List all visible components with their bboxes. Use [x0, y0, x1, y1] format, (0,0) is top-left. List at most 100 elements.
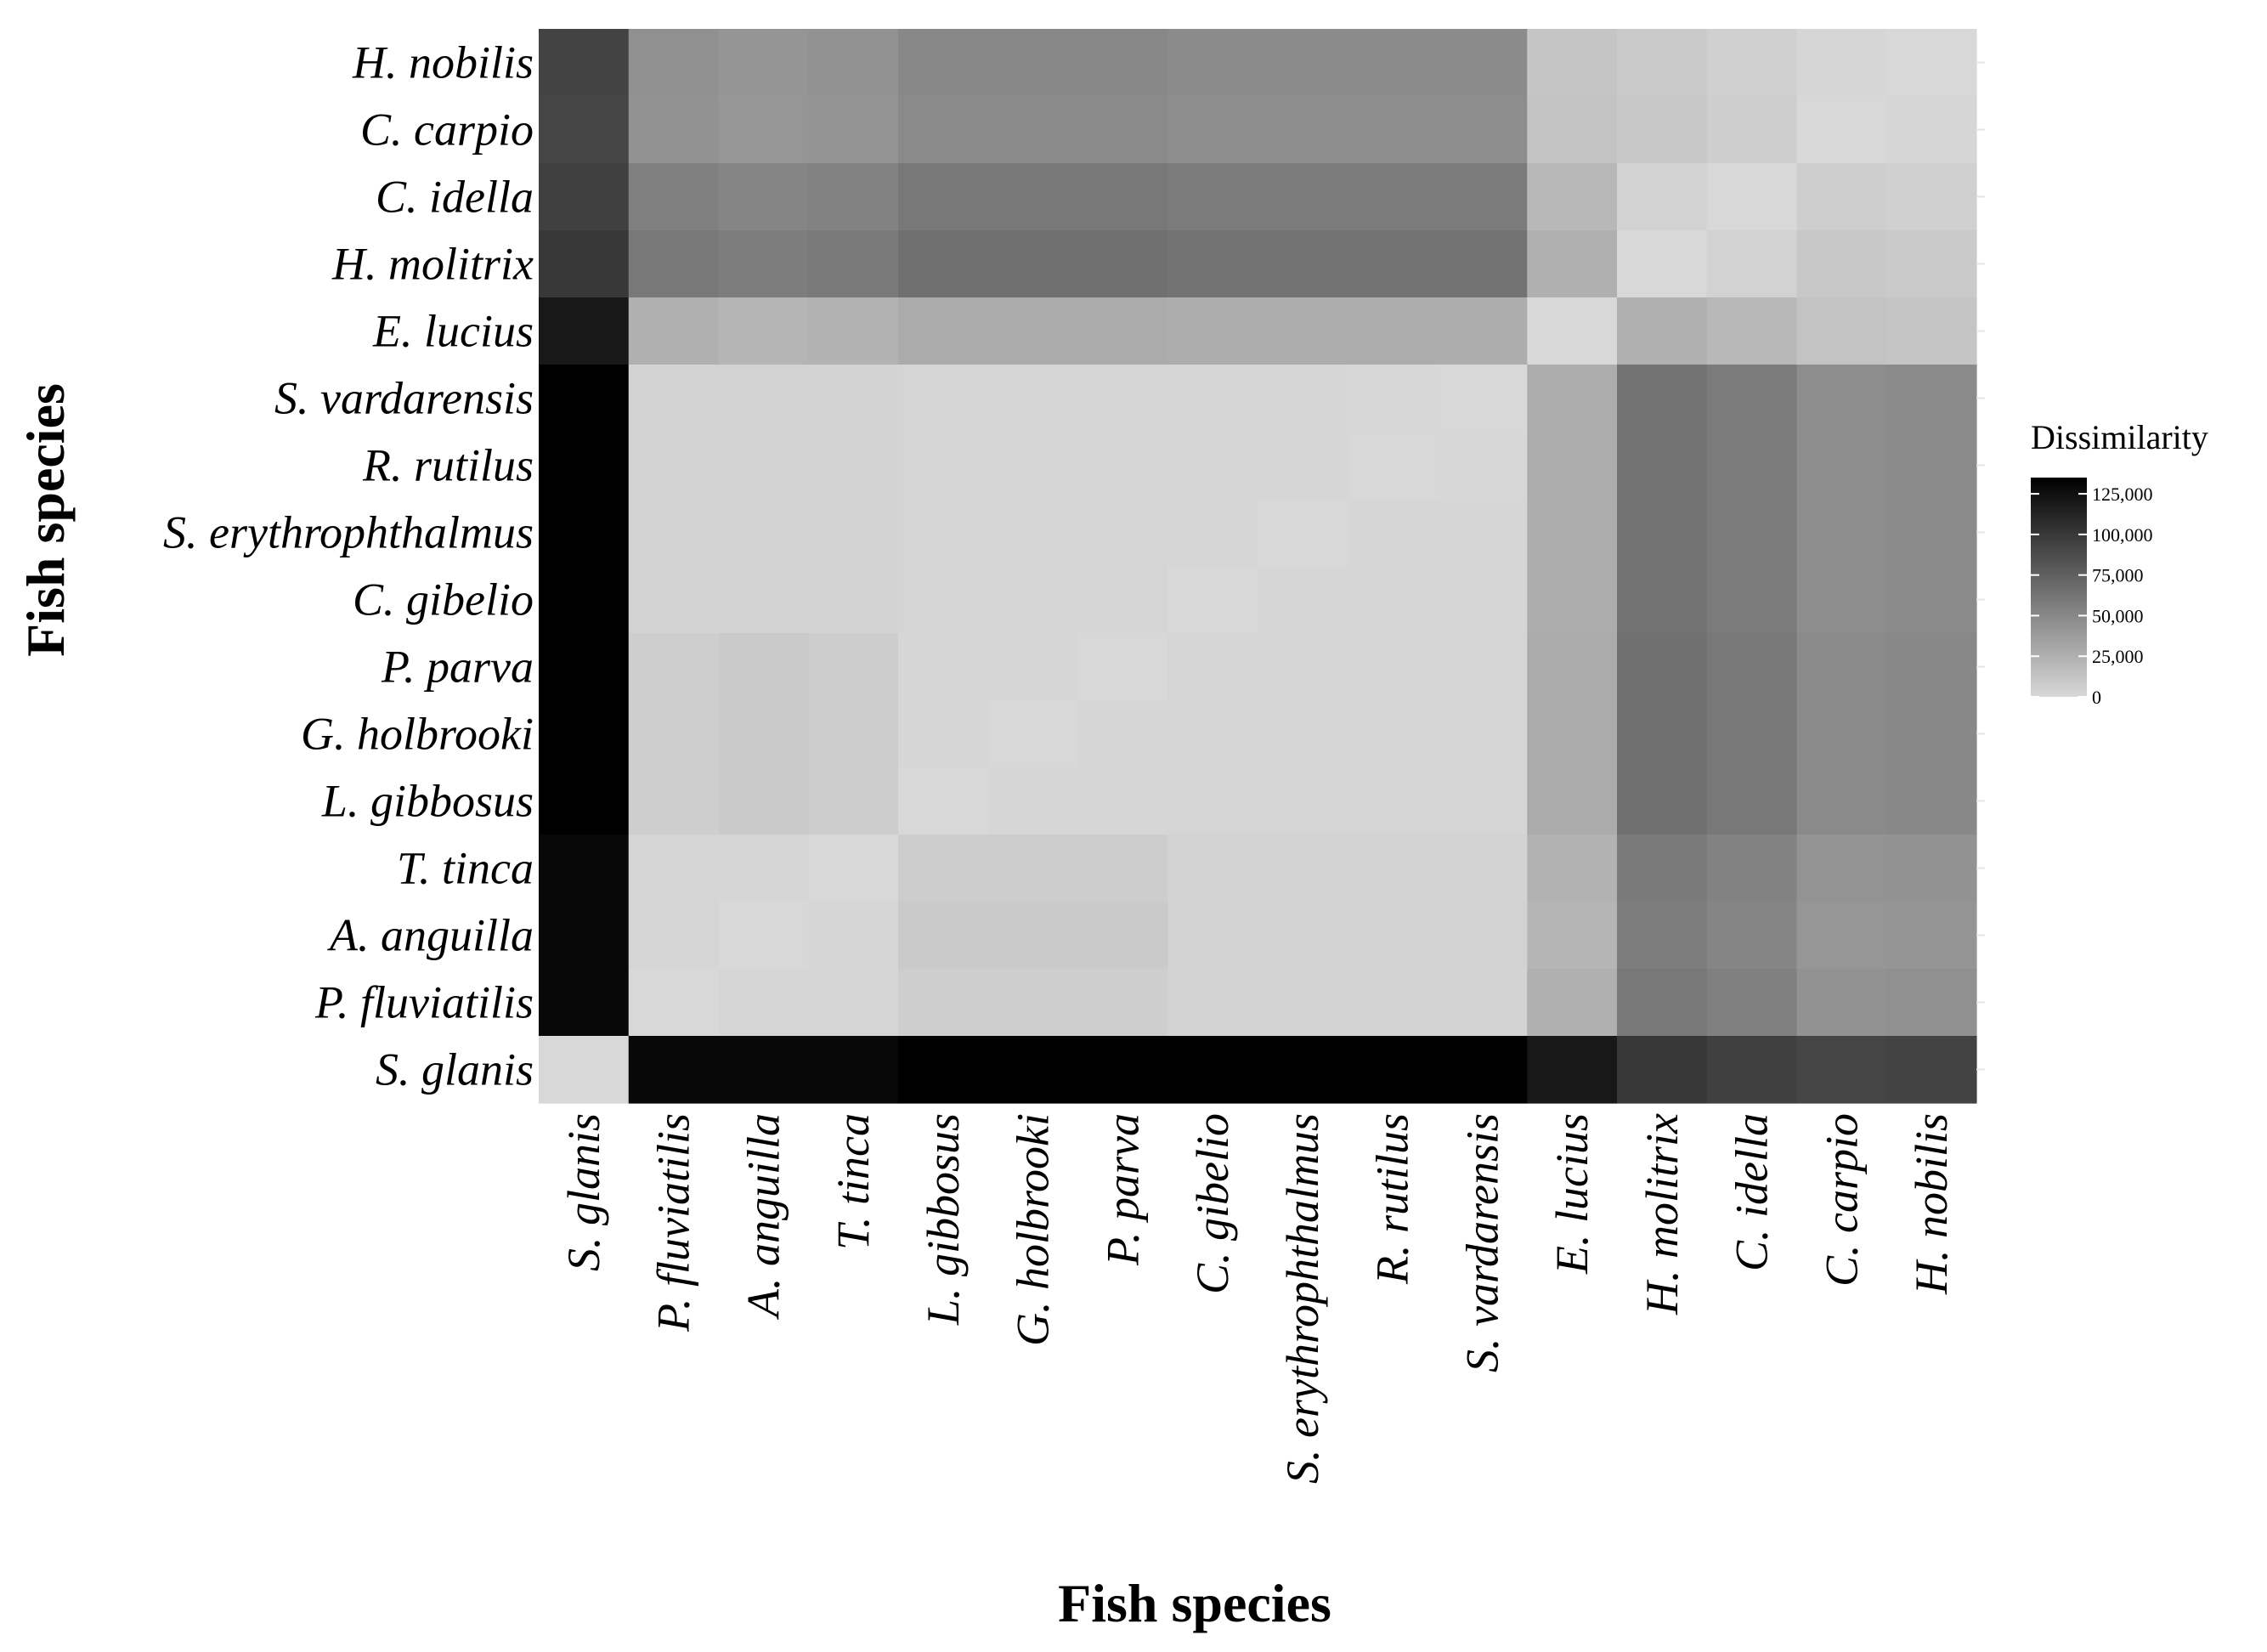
heatmap-cell — [1167, 297, 1258, 365]
heatmap-cell — [1527, 432, 1618, 500]
heatmap-cell — [1167, 29, 1258, 97]
heatmap-cell — [898, 499, 989, 567]
heatmap-cell — [1706, 365, 1798, 433]
heatmap-cell — [1437, 566, 1528, 634]
heatmap-cell — [1796, 96, 1887, 164]
heatmap-cell — [1437, 29, 1528, 97]
heatmap-cell — [1796, 297, 1887, 365]
heatmap-cell — [1617, 633, 1708, 701]
heatmap-cell — [898, 767, 989, 835]
heatmap-cell — [718, 499, 809, 567]
heatmap-cell — [628, 969, 720, 1037]
heatmap-cell — [987, 432, 1079, 500]
heatmap-cell — [1527, 230, 1618, 298]
y-tick-label: S. glanis — [376, 1044, 534, 1095]
heatmap-cell — [1077, 767, 1168, 835]
heatmap-cell — [628, 297, 720, 365]
heatmap-cell — [808, 499, 899, 567]
heatmap-cell — [1796, 700, 1887, 768]
heatmap-cell — [718, 29, 809, 97]
heatmap-cell — [987, 1036, 1079, 1104]
heatmap-cell — [539, 902, 630, 970]
legend-tick-label: 25,000 — [2092, 646, 2144, 667]
heatmap-cell — [1347, 902, 1439, 970]
heatmap-cell — [1617, 432, 1708, 500]
x-tick-label: A. anguilla — [738, 1113, 789, 1320]
heatmap-cell — [628, 230, 720, 298]
heatmap-cell — [718, 700, 809, 768]
heatmap-cell — [898, 902, 989, 970]
heatmap-cell — [1347, 96, 1439, 164]
heatmap-cell — [1886, 902, 1977, 970]
heatmap-cell — [539, 365, 630, 433]
heatmap-cell — [539, 230, 630, 298]
heatmap-cell — [539, 163, 630, 231]
heatmap-cell — [1617, 902, 1708, 970]
heatmap-cell — [1077, 902, 1168, 970]
heatmap-cell — [1706, 834, 1798, 902]
heatmap-cell — [1886, 969, 1977, 1037]
x-tick-label: S. vardarensis — [1456, 1113, 1507, 1372]
heatmap-cell — [1077, 297, 1168, 365]
x-tick-label: L. gibbosus — [918, 1113, 969, 1326]
heatmap-cell — [987, 499, 1079, 567]
heatmap-cell — [539, 767, 630, 835]
heatmap-cell — [1617, 834, 1708, 902]
heatmap-cell — [1167, 902, 1258, 970]
heatmap-cell — [1437, 1036, 1528, 1104]
heatmap-cell — [1886, 499, 1977, 567]
heatmap-cell — [898, 297, 989, 365]
x-tick-label: C. carpio — [1816, 1113, 1867, 1287]
heatmap-cell — [539, 96, 630, 164]
x-tick-label: S. erythrophthalmus — [1277, 1113, 1328, 1484]
heatmap-cell — [1077, 969, 1168, 1037]
legend-title: Dissimilarity — [2031, 418, 2208, 456]
x-tick-label: T. tinca — [828, 1113, 879, 1250]
heatmap-cell — [1258, 365, 1348, 433]
heatmap-cell — [1258, 566, 1348, 634]
heatmap-cell — [1706, 29, 1798, 97]
heatmap-cell — [1706, 1036, 1798, 1104]
y-tick-label: G. holbrooki — [301, 709, 534, 760]
heatmap-cell — [628, 432, 720, 500]
heatmap-cell — [1886, 700, 1977, 768]
heatmap-cell — [1347, 230, 1439, 298]
heatmap-cell — [1796, 1036, 1887, 1104]
legend-tick-label: 50,000 — [2092, 605, 2144, 626]
heatmap-cell — [1527, 1036, 1618, 1104]
heatmap-cell — [1886, 230, 1977, 298]
heatmap-cell — [898, 1036, 989, 1104]
heatmap-cell — [808, 1036, 899, 1104]
heatmap-cell — [1437, 163, 1528, 231]
heatmap-cell — [1347, 834, 1439, 902]
heatmap-cell — [808, 432, 899, 500]
heatmap-cell — [1258, 1036, 1348, 1104]
heatmap-cell — [1617, 365, 1708, 433]
heatmap-cell — [718, 633, 809, 701]
heatmap-cell — [1706, 163, 1798, 231]
heatmap-cell — [1077, 633, 1168, 701]
heatmap-cell — [1347, 767, 1439, 835]
heatmap-cell — [1347, 633, 1439, 701]
y-tick-label: L. gibbosus — [321, 776, 534, 827]
heatmap-cell — [1527, 96, 1618, 164]
heatmap-cell — [718, 1036, 809, 1104]
heatmap-cell — [898, 969, 989, 1037]
y-tick-label: P. fluviatilis — [314, 977, 534, 1028]
heatmap-cell — [628, 834, 720, 902]
heatmap-cell — [1886, 834, 1977, 902]
heatmap-cell — [1167, 230, 1258, 298]
heatmap-cell — [1617, 297, 1708, 365]
y-tick-label: S. vardarensis — [274, 373, 534, 424]
heatmap-cell — [1258, 633, 1348, 701]
y-tick-label: T. tinca — [397, 843, 534, 894]
heatmap-cell — [1617, 1036, 1708, 1104]
heatmap-cell — [1796, 969, 1887, 1037]
heatmap-cell — [987, 29, 1079, 97]
heatmap-cell — [1796, 499, 1887, 567]
heatmap-cell — [1617, 566, 1708, 634]
heatmap-cell — [1167, 365, 1258, 433]
heatmap-cell — [1077, 432, 1168, 500]
heatmap-cell — [1527, 566, 1618, 634]
